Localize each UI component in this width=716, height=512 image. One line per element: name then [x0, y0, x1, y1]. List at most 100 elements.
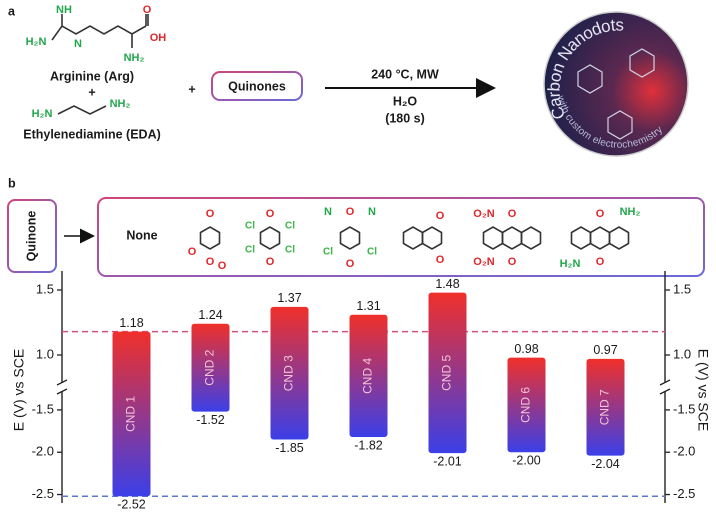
- y-tick-label: 1.0: [673, 346, 691, 361]
- atom-label: N: [74, 38, 82, 50]
- value-label: 1.24: [198, 308, 222, 322]
- atom-label: O: [346, 206, 355, 218]
- plus: +: [188, 82, 195, 96]
- atom-label: O: [266, 256, 275, 268]
- ring: [520, 226, 542, 250]
- atom-label: O: [346, 258, 355, 270]
- y-axis-title: E (V) vs SCE: [695, 349, 711, 431]
- atom-label: O: [266, 208, 275, 220]
- ring: [339, 226, 361, 250]
- value-label: -1.82: [354, 438, 383, 452]
- ring: [570, 226, 592, 250]
- ring: [482, 226, 504, 250]
- y-tick-label: -2.5: [32, 486, 54, 501]
- compound-name: Arginine (Arg): [50, 69, 134, 83]
- value-label: 1.18: [119, 316, 143, 330]
- quinones-box: [211, 71, 303, 101]
- bar: [112, 331, 151, 497]
- value-label: -2.04: [591, 457, 620, 471]
- atom-label: H₂N: [32, 108, 53, 120]
- bar-label: CND 3: [282, 355, 296, 391]
- bar-label: CND 7: [598, 389, 612, 425]
- quinone-list-box: [97, 197, 705, 277]
- bar: [270, 306, 309, 440]
- atom-label: O: [206, 208, 215, 220]
- value-label: -1.85: [275, 441, 304, 455]
- bar-label: CND 6: [519, 387, 533, 423]
- atom-label: Cl: [367, 247, 377, 258]
- nanodot: [543, 11, 689, 157]
- bar-label: CND 2: [203, 349, 217, 385]
- nanodot-molecules: [577, 48, 655, 140]
- panel-label: b: [8, 176, 16, 190]
- quinones-label: Quinones: [228, 79, 286, 93]
- ring: [421, 226, 443, 250]
- bar-label: CND 4: [361, 358, 375, 394]
- atom-label: NH: [56, 4, 72, 16]
- value-label: 1.31: [356, 299, 380, 313]
- quinone-label: Quinone: [24, 211, 38, 262]
- y-tick-label: 1.5: [673, 281, 691, 296]
- atom-label: O: [596, 208, 605, 220]
- value-label: -2.00: [512, 454, 541, 468]
- y-tick-label: -2.0: [673, 444, 695, 459]
- ring: [501, 226, 523, 250]
- atom-label: O: [436, 254, 445, 266]
- atom-label: O: [188, 246, 197, 258]
- value-label: -2.01: [433, 454, 462, 468]
- bar: [507, 357, 546, 453]
- atom-label: Cl: [285, 221, 295, 232]
- bar: [191, 323, 230, 412]
- condition: (180 s): [385, 111, 425, 125]
- atom-label: NH₂: [620, 206, 641, 218]
- arginine-structure: [51, 14, 149, 48]
- plus: +: [88, 85, 95, 99]
- axis-break: [56, 379, 68, 395]
- atom-label: O: [218, 260, 227, 272]
- y-tick-label: -1.5: [673, 401, 695, 416]
- atom-label: OH: [150, 32, 167, 44]
- panel-label: a: [8, 4, 16, 18]
- atom-label: O₂N: [473, 208, 494, 220]
- bar: [428, 292, 467, 454]
- eda-structure: [57, 105, 107, 115]
- ring: [199, 226, 221, 250]
- atom-label: Cl: [245, 221, 255, 232]
- ring: [589, 226, 611, 250]
- atom-label: NH₂: [124, 52, 145, 64]
- atom-label: O: [508, 256, 517, 268]
- atom-label: Cl: [285, 245, 295, 256]
- ring: [402, 226, 424, 250]
- atom-label: NH₂: [110, 98, 131, 110]
- atom-label: O: [206, 256, 215, 268]
- atom-label: Cl: [245, 245, 255, 256]
- value-label: 0.98: [514, 342, 538, 356]
- ring: [608, 226, 630, 250]
- atom-label: O₂N: [473, 256, 494, 268]
- atom-label: O: [143, 4, 152, 16]
- bar: [586, 358, 625, 456]
- y-tick-label: -1.5: [32, 401, 54, 416]
- atom-label: H₂N: [560, 258, 581, 270]
- none-label: None: [126, 228, 157, 242]
- ring: [259, 226, 281, 250]
- condition: H₂O: [393, 94, 418, 108]
- atom-label: O: [436, 210, 445, 222]
- bar-label: CND 5: [440, 355, 454, 391]
- atom-label: N: [368, 206, 376, 218]
- y-axis-title: E (V) vs SCE: [11, 349, 27, 431]
- bar: [349, 314, 388, 437]
- atom-label: H₂N: [26, 36, 47, 48]
- condition: 240 °C, MW: [371, 67, 439, 81]
- compound-name: Ethylenediamine (EDA): [23, 127, 161, 141]
- chart: -2.5 -2.5 -2.0 -2.0 -1.5 -1.5 1.0 1.0 1.5 1.5 E (V…: [11, 271, 711, 512]
- y-tick-label: -2.0: [32, 444, 54, 459]
- value-label: 0.97: [593, 343, 617, 357]
- bar-label: CND 1: [124, 396, 138, 432]
- y-tick-label: 1.5: [36, 281, 54, 296]
- y-tick-label: 1.0: [36, 346, 54, 361]
- value-label: -1.52: [196, 413, 225, 427]
- value-label: 1.48: [435, 277, 459, 291]
